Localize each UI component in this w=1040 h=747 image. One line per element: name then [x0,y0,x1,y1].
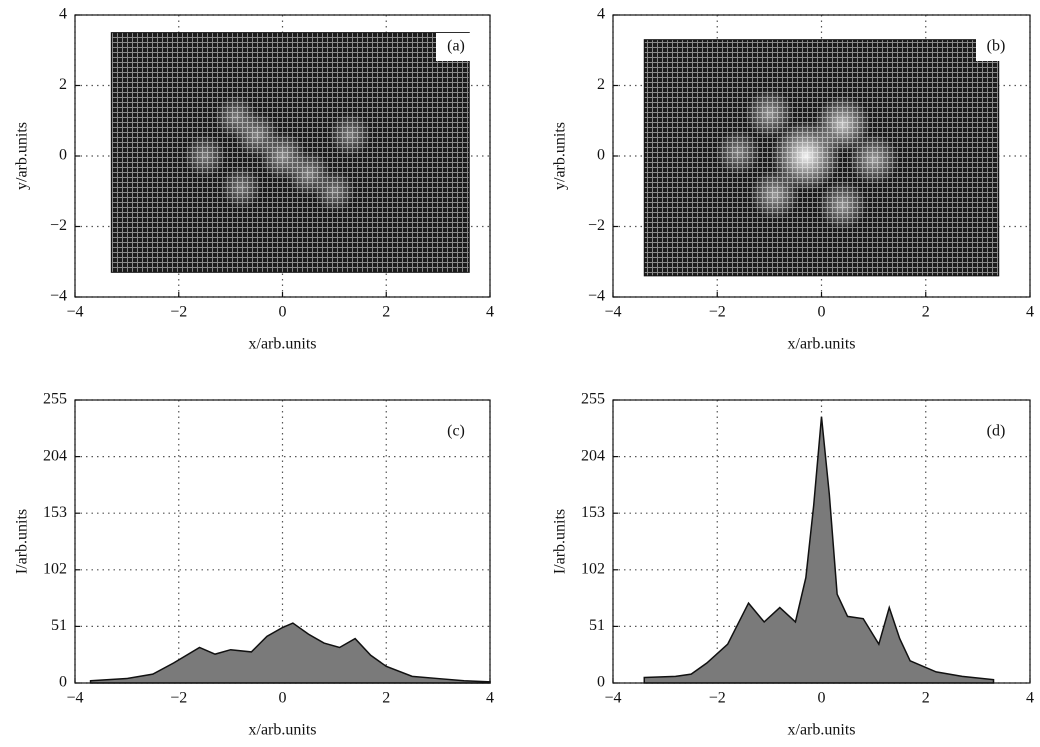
x-tick-label: −2 [170,304,187,321]
y-tick-label: 255 [581,391,605,408]
x-tick-label: 4 [1026,690,1034,707]
y-tick-label: 51 [51,617,67,634]
y-tick-label: 0 [597,674,605,691]
y-tick-label: 0 [59,147,67,164]
frame [74,399,491,684]
y-tick-label: −4 [588,288,605,305]
spot [183,134,226,178]
y-tick-label: 204 [581,447,605,464]
spot [749,169,800,220]
x-tick-label: −4 [604,690,621,707]
spot [813,95,871,153]
spot [214,95,258,139]
x-tick-label: −2 [709,690,726,707]
panel-label: (a) [447,38,465,55]
y-axis-label: I/arb.units [552,509,569,574]
x-axis-label: x/arb.units [788,336,856,353]
panel-label: (c) [447,423,465,440]
x-tick-label: −4 [66,304,83,321]
spot [328,113,372,157]
x-tick-label: 2 [922,304,930,321]
y-tick-label: 102 [43,560,67,577]
y-tick-label: 102 [581,560,605,577]
label-box [976,33,1016,61]
x-tick-label: 2 [382,304,390,321]
area [89,622,491,684]
spot [817,180,868,231]
y-tick-label: 153 [581,504,605,521]
y-tick-label: 153 [43,504,67,521]
x-tick-label: −4 [66,690,83,707]
x-axis-label: x/arb.units [249,336,317,353]
x-tick-label: 4 [486,304,494,321]
y-tick-label: 255 [43,391,67,408]
y-tick-label: −4 [50,288,67,305]
y-tick-label: −2 [50,217,67,234]
frame [612,14,1031,298]
y-tick-label: 0 [597,147,605,164]
y-axis-label: y/arb.units [552,122,569,190]
y-tick-label: 4 [59,6,67,23]
frame [74,14,491,298]
frame [612,399,1031,684]
y-tick-label: 204 [43,447,67,464]
x-tick-label: −4 [604,304,621,321]
y-tick-label: 2 [59,76,67,93]
x-axis-label: x/arb.units [249,722,317,739]
x-tick-label: 0 [818,690,826,707]
area [643,416,995,684]
y-tick-label: −2 [588,217,605,234]
y-tick-label: 4 [597,6,605,23]
spot [313,170,356,213]
panel-label: (d) [987,423,1006,440]
x-tick-label: 4 [1026,304,1034,321]
y-tick-label: 51 [589,617,605,634]
y-tick-label: 2 [597,76,605,93]
x-tick-label: −2 [709,304,726,321]
x-tick-label: 0 [818,304,826,321]
x-axis-label: x/arb.units [788,722,856,739]
y-axis-label: y/arb.units [14,122,31,190]
x-tick-label: 4 [486,690,494,707]
x-tick-label: −2 [170,690,187,707]
y-axis-label: I/arb.units [14,509,31,574]
spot [220,166,262,209]
label-box [436,33,476,61]
x-tick-label: 2 [922,690,930,707]
x-tick-label: 0 [279,690,287,707]
spot [715,129,761,176]
panel-label: (b) [987,38,1006,55]
y-tick-label: 0 [59,674,67,691]
spot [848,133,900,186]
spot [744,89,795,139]
x-tick-label: 2 [382,690,390,707]
x-tick-label: 0 [279,304,287,321]
